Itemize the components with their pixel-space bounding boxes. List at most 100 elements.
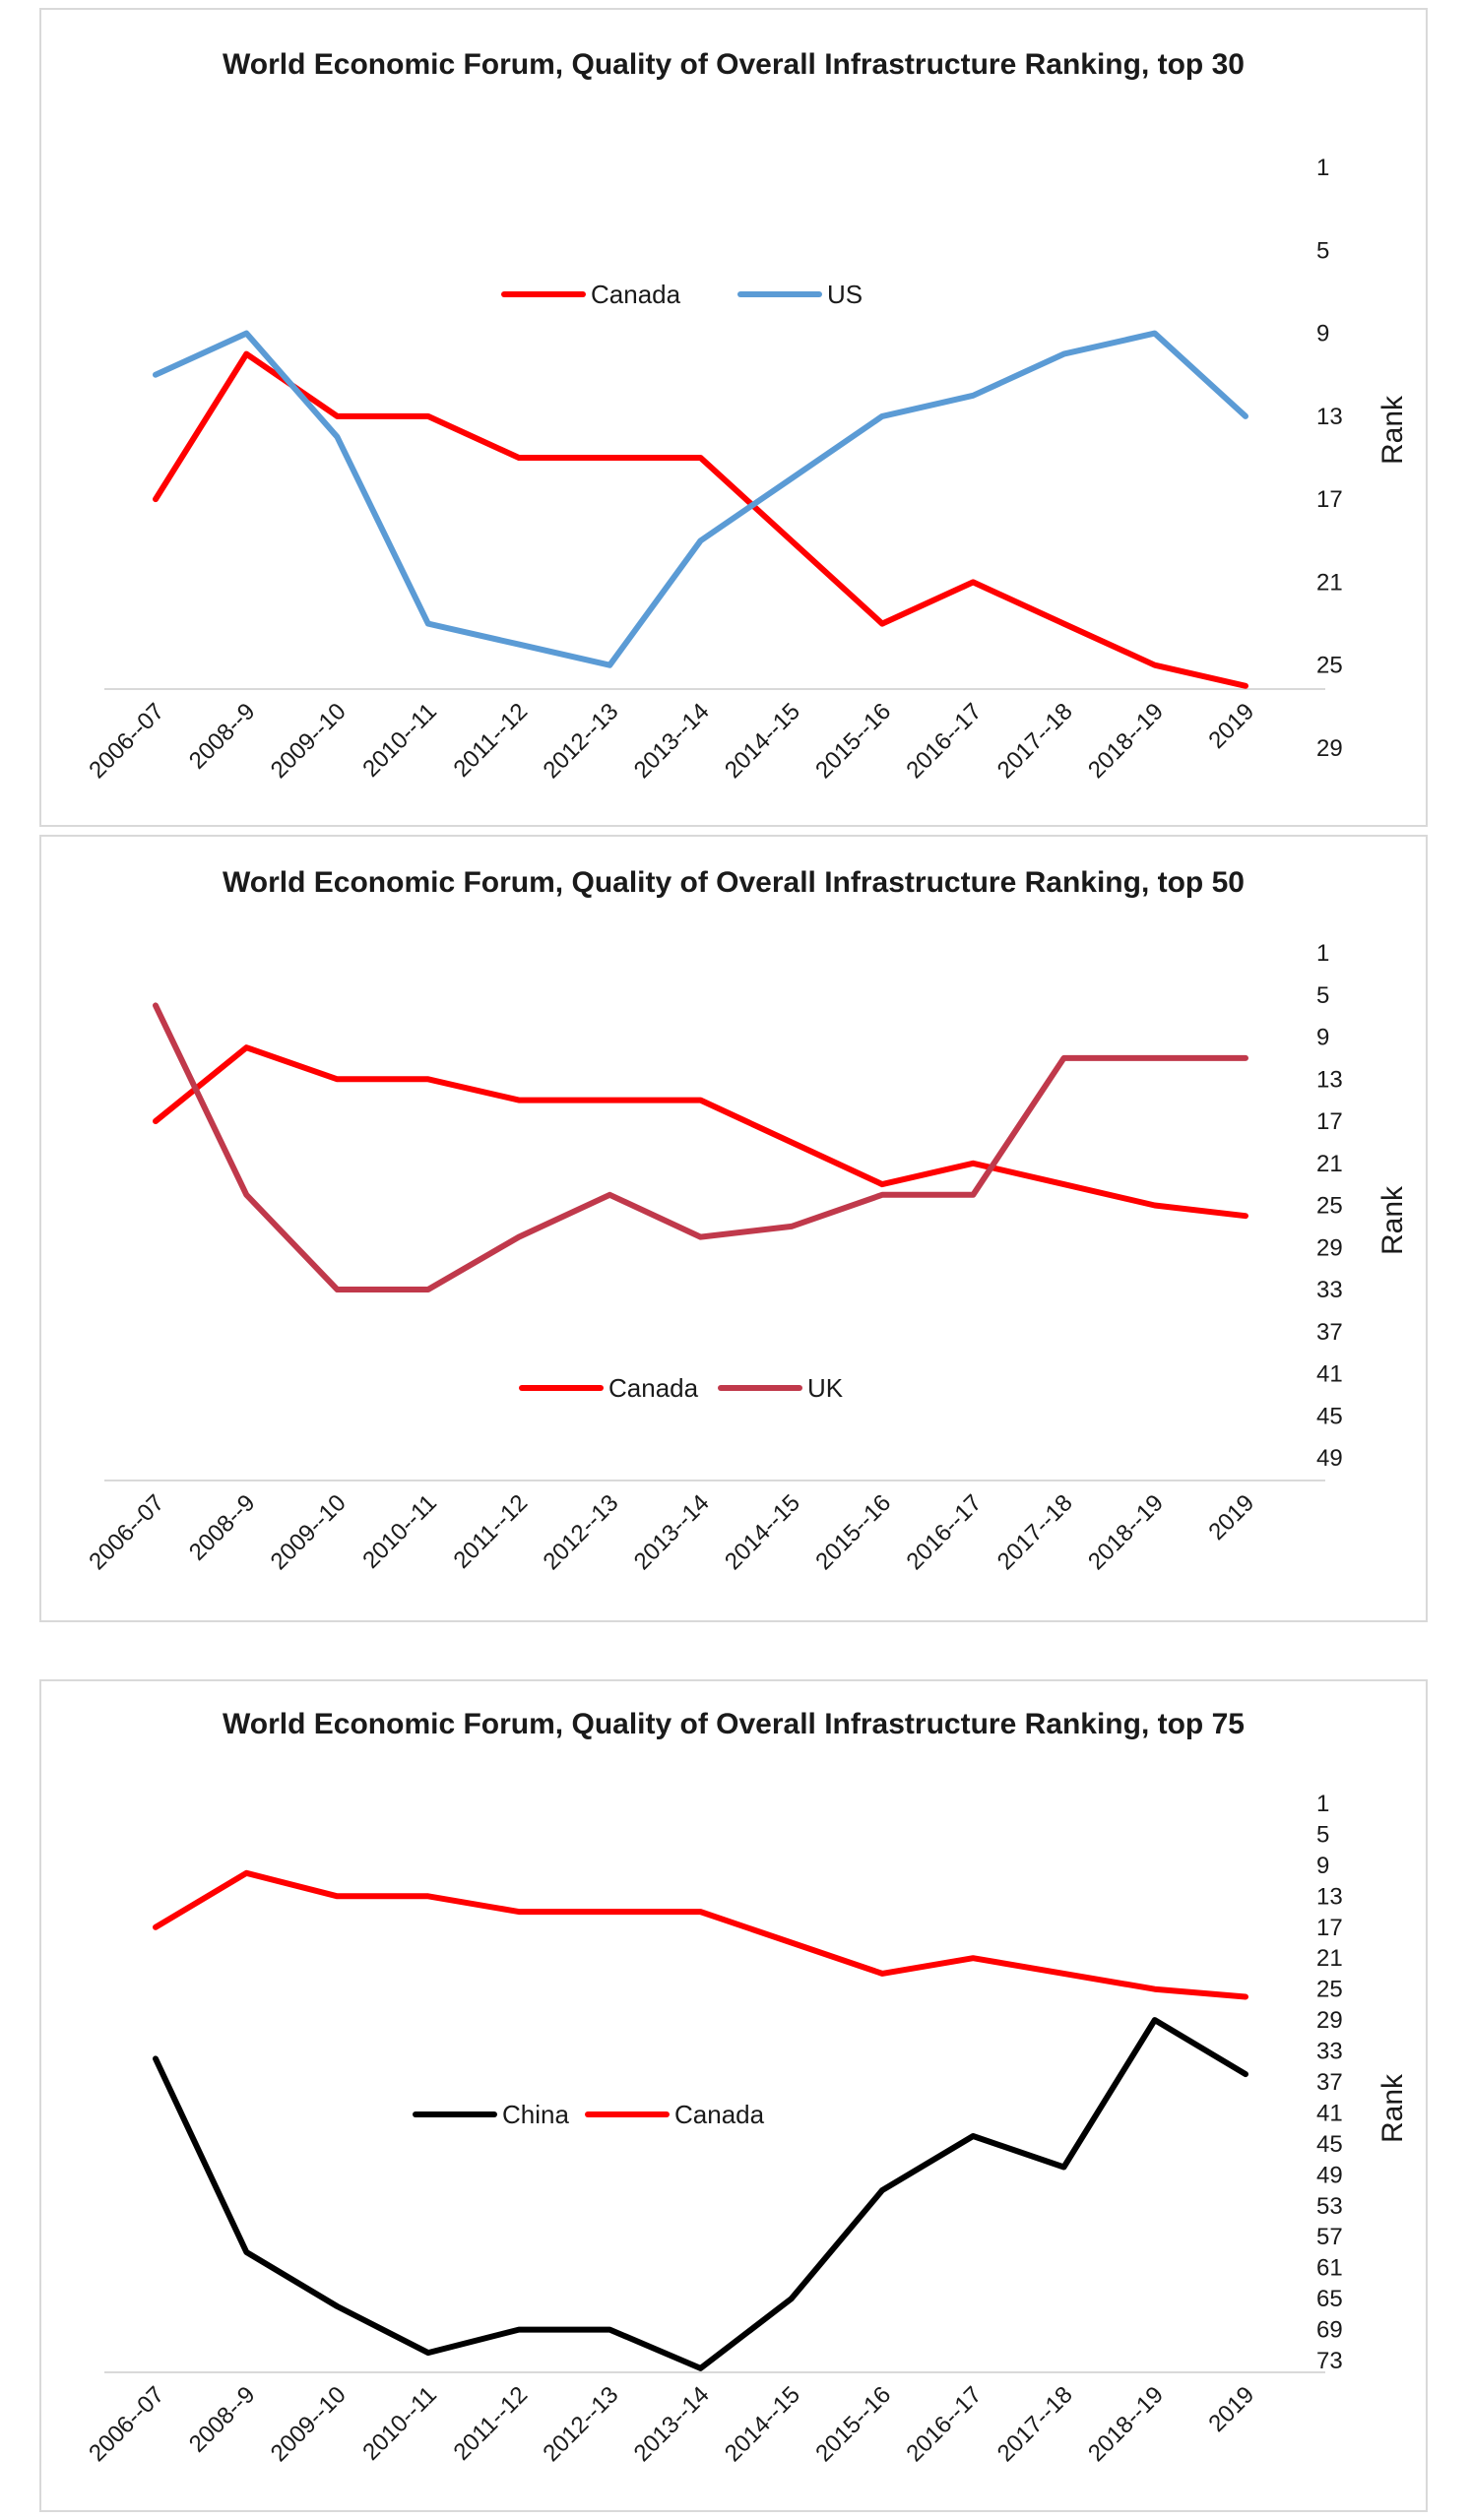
x-tick-label: 2019 — [1203, 2381, 1259, 2437]
y-tick-label: 61 — [1316, 2255, 1343, 2282]
y-tick-label: 49 — [1316, 1445, 1343, 1472]
y-tick-label: 17 — [1316, 486, 1343, 513]
y-tick-label: 41 — [1316, 2100, 1343, 2126]
x-tick-label: 2011--12 — [448, 2381, 533, 2466]
chart-panel-top50: World Economic Forum, Quality of Overall… — [39, 835, 1428, 1622]
y-tick-label: 41 — [1316, 1361, 1343, 1388]
y-tick-label: 1 — [1316, 940, 1329, 967]
legend-label-us: US — [827, 280, 863, 309]
series-line-canada — [153, 1869, 1248, 2000]
y-tick-label: 1 — [1316, 1791, 1329, 1817]
x-tick-label: 2012--13 — [538, 698, 623, 784]
y-tick-label: 5 — [1316, 1821, 1329, 1848]
series-line-us — [153, 330, 1248, 668]
x-tick-label: 2018--19 — [1083, 698, 1169, 784]
chart-title: World Economic Forum, Quality of Overall… — [223, 1708, 1245, 1740]
x-tick-label: 2015--16 — [810, 698, 896, 784]
y-tick-label: 13 — [1316, 1883, 1343, 1910]
chart-title: World Economic Forum, Quality of Overall… — [223, 866, 1245, 899]
y-tick-label: 49 — [1316, 2162, 1343, 2188]
y-tick-label: 13 — [1316, 1066, 1343, 1093]
x-tick-label: 2015--16 — [810, 2381, 896, 2467]
x-tick-label: 2012--13 — [538, 2381, 623, 2467]
x-tick-label: 2013--14 — [629, 2381, 715, 2467]
y-axis-title: Rank — [1376, 2073, 1409, 2143]
y-tick-label: 9 — [1316, 321, 1329, 347]
x-tick-label: 2010--11 — [357, 698, 442, 783]
x-tick-label: 2019 — [1203, 1489, 1259, 1545]
x-tick-label: 2014--15 — [720, 698, 805, 784]
y-tick-label: 1 — [1316, 155, 1329, 181]
x-tick-label: 2012--13 — [538, 1489, 623, 1575]
series-line-canada — [153, 350, 1248, 689]
x-tick-label: 2006--07 — [84, 2381, 169, 2467]
y-tick-label: 37 — [1316, 1319, 1343, 1346]
y-tick-label: 17 — [1316, 1108, 1343, 1135]
y-tick-label: 65 — [1316, 2286, 1343, 2312]
x-tick-label: 2010--11 — [357, 2381, 442, 2466]
y-tick-label: 25 — [1316, 1977, 1343, 2003]
y-axis-title: Rank — [1376, 1185, 1409, 1255]
y-tick-label: 29 — [1316, 1234, 1343, 1261]
x-tick-label: 2016--17 — [901, 698, 987, 784]
y-tick-label: 33 — [1316, 2039, 1343, 2065]
legend-label-canada: Canada — [674, 2100, 765, 2129]
line-chart-top30: World Economic Forum, Quality of Overall… — [84, 48, 1409, 784]
y-tick-label: 69 — [1316, 2317, 1343, 2344]
y-tick-label: 45 — [1316, 2131, 1343, 2158]
x-tick-label: 2010--11 — [357, 1489, 442, 1574]
y-tick-label: 25 — [1316, 653, 1343, 679]
x-tick-label: 2013--14 — [629, 1489, 715, 1575]
y-tick-label: 37 — [1316, 2069, 1343, 2096]
y-tick-label: 9 — [1316, 1853, 1329, 1879]
y-tick-label: 9 — [1316, 1025, 1329, 1051]
x-tick-label: 2017--18 — [992, 1489, 1078, 1575]
chart-title: World Economic Forum, Quality of Overall… — [223, 48, 1245, 81]
y-tick-label: 21 — [1316, 569, 1343, 596]
x-tick-label: 2009--10 — [266, 698, 352, 784]
legend-label-canada: Canada — [591, 280, 681, 309]
x-tick-label: 2016--17 — [901, 1489, 987, 1575]
x-tick-label: 2013--14 — [629, 698, 715, 784]
x-tick-label: 2008--9 — [184, 698, 261, 775]
x-tick-label: 2008--9 — [184, 1489, 261, 1566]
y-tick-label: 5 — [1316, 982, 1329, 1009]
y-tick-label: 5 — [1316, 237, 1329, 264]
x-tick-label: 2011--12 — [448, 1489, 533, 1574]
x-tick-label: 2015--16 — [810, 1489, 896, 1575]
y-tick-label: 25 — [1316, 1193, 1343, 1220]
x-tick-label: 2006--07 — [84, 698, 169, 784]
x-tick-label: 2011--12 — [448, 698, 533, 783]
line-chart-top75: World Economic Forum, Quality of Overall… — [84, 1708, 1409, 2467]
y-axis-title: Rank — [1376, 395, 1409, 465]
x-tick-label: 2018--19 — [1083, 1489, 1169, 1575]
x-tick-label: 2016--17 — [901, 2381, 987, 2467]
y-tick-label: 17 — [1316, 1915, 1343, 1941]
series-line-china — [153, 2017, 1248, 2371]
line-chart-top50: World Economic Forum, Quality of Overall… — [84, 866, 1409, 1575]
y-tick-label: 21 — [1316, 1945, 1343, 1972]
legend-label-china: China — [502, 2100, 569, 2129]
legend-label-uk: UK — [807, 1373, 844, 1403]
series-line-canada — [153, 1044, 1248, 1220]
y-tick-label: 33 — [1316, 1277, 1343, 1303]
x-tick-label: 2014--15 — [720, 1489, 805, 1575]
x-tick-label: 2018--19 — [1083, 2381, 1169, 2467]
chart-panel-top75: World Economic Forum, Quality of Overall… — [39, 1679, 1428, 2512]
x-tick-label: 2006--07 — [84, 1489, 169, 1575]
x-tick-label: 2014--15 — [720, 2381, 805, 2467]
x-tick-label: 2008--9 — [184, 2381, 261, 2458]
y-tick-label: 73 — [1316, 2348, 1343, 2374]
x-tick-label: 2017--18 — [992, 2381, 1078, 2467]
x-tick-label: 2017--18 — [992, 698, 1078, 784]
y-tick-label: 57 — [1316, 2224, 1343, 2250]
y-tick-label: 53 — [1316, 2193, 1343, 2220]
y-tick-label: 29 — [1316, 735, 1343, 762]
y-tick-label: 29 — [1316, 2007, 1343, 2034]
chart-panel-top30: World Economic Forum, Quality of Overall… — [39, 8, 1428, 827]
y-tick-label: 45 — [1316, 1403, 1343, 1429]
legend-label-canada: Canada — [608, 1373, 699, 1403]
x-tick-label: 2009--10 — [266, 1489, 352, 1575]
y-tick-label: 21 — [1316, 1151, 1343, 1177]
x-tick-label: 2009--10 — [266, 2381, 352, 2467]
